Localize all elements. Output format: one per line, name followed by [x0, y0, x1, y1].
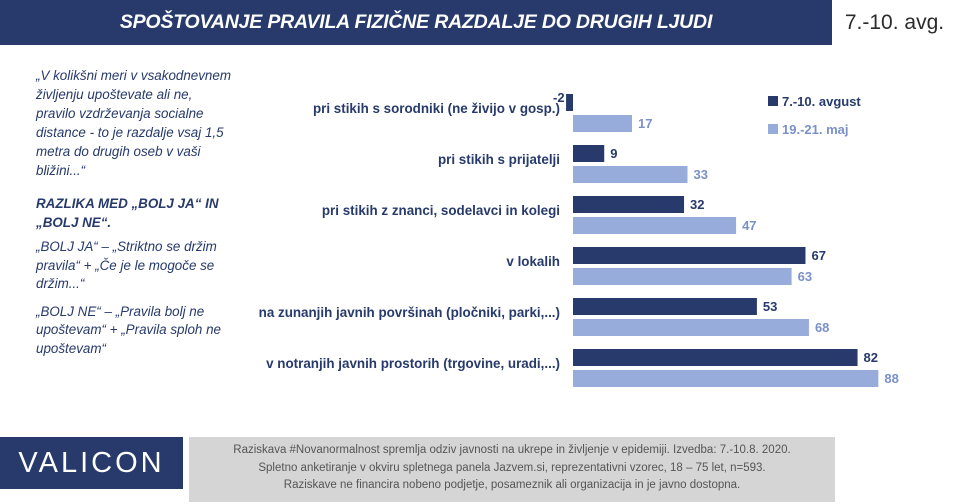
bar-may: [573, 268, 792, 285]
data-label: 82: [864, 350, 878, 365]
bar-august: [573, 247, 806, 264]
data-label: -2: [553, 90, 565, 105]
data-label: 88: [884, 371, 898, 386]
difference-heading: RAZLIKA MED „BOLJ JA“ IN „BOLJ NE“.: [36, 196, 219, 230]
bar-august: [573, 298, 757, 315]
legend-swatch: [768, 96, 778, 106]
bar-august: [573, 145, 605, 162]
data-label: 67: [811, 248, 825, 263]
data-label: 32: [690, 197, 704, 212]
bar-may: [573, 115, 632, 132]
category-label: pri stikih s sorodniki (ne živijo v gosp…: [313, 101, 560, 116]
note-line-3: Raziskave ne financira nobeno podjetje, …: [283, 479, 741, 491]
bar-may: [573, 166, 688, 183]
data-label: 9: [610, 146, 617, 161]
note-line-2: Spletno anketiranje v okviru spletnega p…: [258, 461, 766, 474]
bar-august: [573, 349, 858, 366]
left-panel: „V kolikšni meri v vsakodnevnem življenj…: [36, 66, 232, 367]
bar-may: [573, 319, 809, 336]
category-label: pri stikih z znanci, sodelavci in kolegi: [322, 203, 560, 218]
data-label: 47: [742, 218, 756, 233]
bar-august: [573, 196, 685, 213]
legend-label: 7.-10. avgust: [782, 94, 861, 109]
data-label: 53: [763, 299, 777, 314]
legend-label: 19.-21. maj: [782, 122, 849, 137]
definition-no: „BOLJ NE“ – „Pravila bolj ne upoštevam“ …: [36, 303, 221, 356]
category-label: pri stikih s prijatelji: [438, 152, 560, 167]
period-label: 7.-10. avg.: [844, 11, 945, 34]
page-title: SPOŠTOVANJE PRAVILA FIZIČNE RAZDALJE DO …: [0, 0, 832, 45]
data-label: 17: [638, 116, 652, 131]
data-label: 68: [815, 320, 829, 335]
data-label: 63: [798, 269, 812, 284]
category-label: v lokalih: [506, 254, 560, 269]
survey-question: „V kolikšni meri v vsakodnevnem življenj…: [36, 68, 231, 178]
definition-yes: „BOLJ JA“ – „Striktno se držim pravila“ …: [36, 239, 217, 291]
bar-may: [573, 370, 879, 387]
methodology-note: Raziskava #Novanormalnost spremlja odziv…: [189, 437, 835, 502]
legend-swatch: [768, 124, 778, 134]
bar-chart: pri stikih s sorodniki (ne živijo v gosp…: [259, 90, 899, 387]
category-label: na zunanjih javnih površinah (pločniki, …: [259, 305, 560, 320]
valicon-logo: VALICON: [0, 437, 183, 489]
bar-august: [566, 94, 573, 111]
category-label: v notranjih javnih prostorih (trgovine, …: [266, 356, 560, 371]
data-label: 33: [694, 167, 708, 182]
bar-may: [573, 217, 737, 234]
note-line-1: Raziskava #Novanormalnost spremlja odziv…: [233, 444, 791, 456]
